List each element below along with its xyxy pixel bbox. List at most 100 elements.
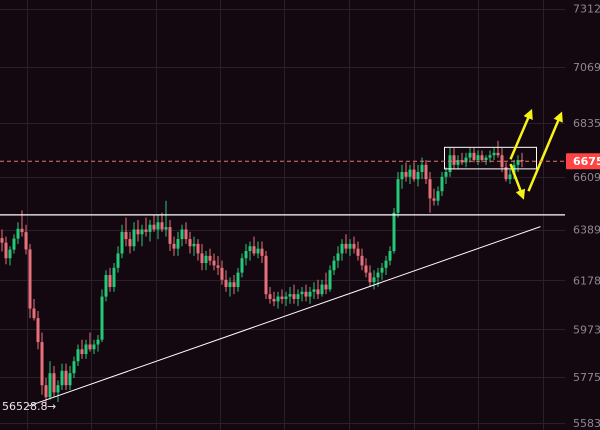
candle-body [240, 258, 244, 273]
candle-body [440, 176, 444, 192]
candle [236, 267, 240, 292]
candle [468, 148, 472, 163]
projection-arrow[interactable] [509, 108, 533, 160]
candle [416, 164, 420, 187]
candle [120, 224, 124, 259]
candle [292, 284, 296, 304]
candle [152, 215, 156, 232]
candle-body [216, 265, 220, 268]
candle-body [304, 291, 308, 297]
candle [172, 236, 176, 256]
candle-body [496, 152, 500, 156]
candle-body [228, 282, 232, 287]
candle [204, 251, 208, 271]
candle [324, 272, 328, 295]
candle [252, 236, 256, 256]
candle [352, 236, 356, 254]
consolidation-box[interactable] [444, 146, 537, 170]
low-price-arrow: → [47, 400, 56, 413]
candle [284, 291, 288, 307]
y-tick-label: 6835 [573, 117, 600, 130]
candle [36, 310, 40, 350]
candle-body [320, 284, 324, 295]
candle [520, 152, 524, 168]
candle-body [516, 160, 520, 165]
candle-body [432, 198, 436, 201]
candle-body [224, 279, 228, 287]
candle-body [500, 155, 504, 168]
candle-body [264, 255, 268, 295]
candle [464, 152, 468, 168]
candle-body [328, 270, 332, 290]
candle [48, 361, 52, 400]
candle [372, 270, 376, 290]
candle [276, 291, 280, 309]
price-axis[interactable]: 5583 5775 5973 6178 6389 6609 6835 7069 7312 [565, 0, 600, 430]
candle [344, 234, 348, 254]
candle-body [100, 296, 104, 340]
candle-body [48, 373, 52, 398]
candle [12, 234, 16, 254]
candle [244, 243, 248, 266]
candle-body [124, 231, 128, 240]
candle-body [4, 242, 8, 259]
candle [388, 246, 392, 266]
candle [364, 258, 368, 278]
candle [476, 150, 480, 165]
candle-body [280, 296, 284, 299]
candle [504, 162, 508, 182]
candle [288, 286, 292, 304]
candle-body [12, 238, 16, 250]
candle-body [128, 239, 132, 247]
candle [176, 231, 180, 256]
candle [8, 246, 12, 266]
candle-body [104, 275, 108, 297]
candle-body [196, 243, 200, 254]
candle [492, 148, 496, 161]
projection-arrow[interactable] [509, 163, 526, 200]
candle [316, 279, 320, 299]
candle-body [484, 157, 488, 161]
candle [484, 155, 488, 165]
ascending-trendline[interactable] [28, 226, 541, 407]
candle [80, 339, 84, 359]
candle-body [132, 229, 136, 247]
candle-body [356, 248, 360, 256]
candle [180, 224, 184, 247]
candle [428, 172, 432, 213]
candle-body [352, 243, 356, 249]
candle-body [204, 255, 208, 264]
candle [64, 363, 68, 390]
candle-body [344, 243, 348, 249]
candle [368, 265, 372, 287]
candle [240, 253, 244, 278]
candle [132, 222, 136, 252]
candle-body [68, 373, 72, 386]
candle-body [464, 157, 468, 163]
candle-body [424, 164, 428, 180]
candle [168, 219, 172, 252]
candle-body [92, 344, 96, 350]
candle-body [8, 249, 12, 259]
candle-body [388, 251, 392, 261]
candle [264, 251, 268, 299]
candle-body [420, 164, 424, 172]
candle [16, 222, 20, 244]
candle-body [412, 169, 416, 180]
candle [32, 298, 36, 321]
candle-body [520, 160, 524, 162]
candle-body [180, 229, 184, 240]
candle-body [376, 272, 380, 278]
projection-arrow[interactable] [527, 111, 563, 192]
candle [500, 148, 504, 172]
current-price-tag [566, 153, 600, 170]
candle [200, 243, 204, 271]
candle-body [76, 349, 80, 362]
candle-body [416, 172, 420, 180]
candle-body [372, 277, 376, 283]
candle-body [184, 229, 188, 240]
candle-body [160, 222, 164, 230]
candle [216, 255, 220, 276]
